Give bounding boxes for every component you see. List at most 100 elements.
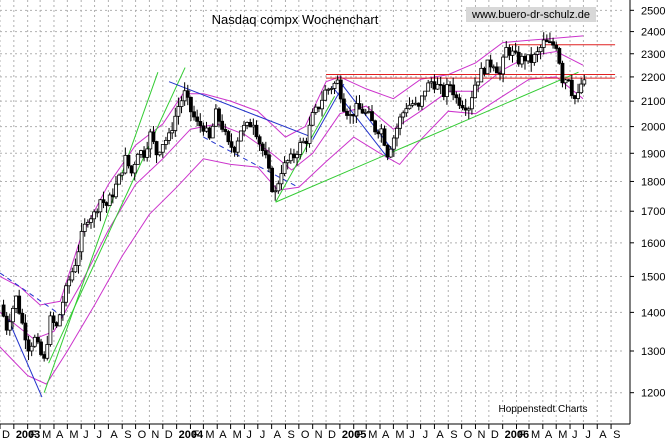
candle-body	[23, 322, 28, 341]
candle-body	[488, 59, 493, 68]
x-tick-label: M	[205, 429, 214, 441]
y-tick-label: 1900	[641, 148, 665, 160]
candle-body	[473, 84, 477, 99]
candle-body	[573, 95, 577, 99]
x-tick-label: S	[124, 429, 131, 441]
y-tick-label: 2000	[641, 122, 665, 134]
candle-body	[54, 322, 59, 327]
candle-body	[429, 81, 434, 84]
x-tick-label: A	[545, 429, 553, 441]
candle-body	[360, 108, 365, 114]
candle-body	[167, 132, 171, 141]
x-tick-label: J	[260, 429, 266, 441]
candle-body	[20, 312, 25, 324]
candle-body	[48, 315, 53, 345]
source-label: Hoppenstedt Charts	[499, 404, 588, 415]
candle-body	[282, 162, 287, 174]
candle-body	[189, 96, 193, 113]
candle-body	[466, 108, 471, 111]
candle-body	[89, 218, 93, 223]
candle-body	[76, 251, 81, 266]
x-tick-label: D	[491, 429, 499, 441]
candle-body	[220, 120, 225, 130]
candle-body	[345, 110, 349, 116]
x-tick-label: J	[572, 429, 578, 441]
x-tick-label: J	[97, 429, 103, 441]
x-tick-label: A	[110, 429, 118, 441]
candle-body	[479, 67, 484, 83]
candle-body	[135, 153, 140, 165]
candle-body	[270, 167, 274, 193]
candle-body	[526, 54, 531, 62]
candle-body	[160, 144, 165, 153]
candle-body	[370, 111, 374, 122]
candle-body	[313, 106, 318, 113]
x-tick-label: A	[274, 429, 282, 441]
candle-body	[107, 194, 112, 206]
candle-body	[170, 130, 175, 134]
candle-body	[36, 336, 40, 343]
candle-body	[70, 271, 75, 281]
trend-line-downtrend	[312, 83, 345, 141]
candle-body	[341, 98, 346, 112]
candle-body	[210, 125, 215, 139]
candle-body	[532, 54, 537, 63]
x-tick-label: M	[395, 429, 404, 441]
candle-body	[320, 99, 324, 110]
candle-body	[154, 141, 159, 156]
candle-body	[551, 41, 555, 46]
y-tick-label: 2100	[641, 96, 665, 108]
candle-body	[451, 84, 456, 96]
candle-body	[267, 154, 271, 169]
candle-body	[82, 223, 87, 232]
trend-line-downtrend	[8, 319, 43, 398]
candle-body	[373, 120, 378, 133]
x-tick-label: 2005	[342, 429, 366, 441]
candle-body	[348, 114, 353, 116]
candle-body	[73, 265, 78, 273]
candle-body	[79, 231, 84, 253]
candle-body	[201, 125, 206, 132]
candle-body	[260, 143, 265, 152]
trend-line-uptrend	[43, 72, 159, 393]
candle-body	[145, 148, 150, 158]
candle-body	[229, 141, 234, 148]
candle-body	[385, 144, 390, 158]
candle-body	[226, 131, 231, 143]
candle-body	[129, 165, 134, 174]
x-tick-label: J	[585, 429, 591, 441]
candle-body	[217, 108, 221, 122]
candle-body	[164, 139, 168, 145]
candle-body	[445, 84, 449, 97]
candle-body	[120, 172, 125, 176]
x-tick-label: A	[219, 429, 227, 441]
candle-body	[413, 102, 418, 105]
candle-body	[139, 150, 143, 155]
candle-body	[242, 124, 246, 132]
y-tick-label: 1300	[641, 346, 665, 358]
x-tick-label: O	[138, 429, 147, 441]
x-tick-label: N	[151, 429, 159, 441]
candle-body	[26, 339, 31, 352]
candle-body	[254, 124, 259, 138]
candle-body	[498, 72, 502, 75]
candle-body	[98, 199, 103, 213]
candle-body	[123, 154, 128, 174]
candle-body	[376, 131, 381, 135]
candle-body	[332, 82, 337, 89]
x-tick-label: A	[56, 429, 64, 441]
candle-body	[85, 221, 90, 225]
candle-body	[185, 90, 190, 98]
candle-body	[441, 84, 446, 97]
candle-body	[263, 150, 268, 156]
candle-body	[204, 127, 209, 132]
candle-body	[198, 120, 203, 127]
x-tick-label: M	[69, 429, 78, 441]
candle-body	[335, 79, 340, 84]
candle-body	[566, 79, 571, 82]
candle-body	[398, 116, 402, 129]
candle-body	[301, 140, 306, 143]
x-tick-label: F	[356, 429, 363, 441]
